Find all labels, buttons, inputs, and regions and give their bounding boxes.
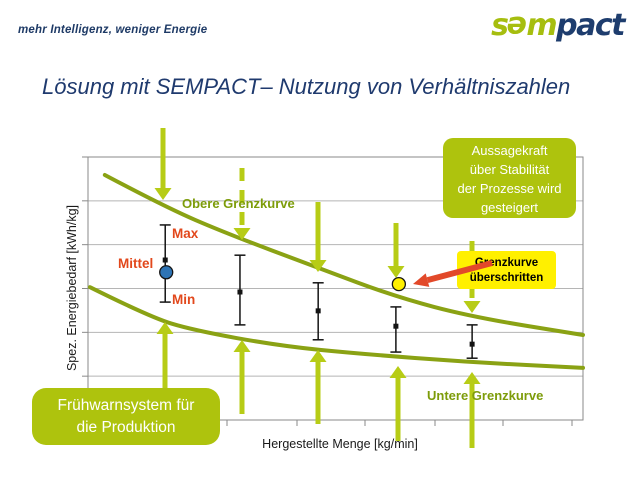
early-warning-callout: Frühwarnsystem für die Produktion [32,388,220,445]
mean-marker [469,341,475,347]
mean-marker [162,257,168,263]
mean-marker [393,323,399,329]
down-arrow-head [233,228,251,240]
up-arrow-head [389,366,407,378]
mittel-label: Mittel [118,256,154,271]
stability-callout-line: der Prozesse wird [457,181,562,196]
mittel-highlight [159,265,174,280]
min-label: Min [172,292,196,307]
down-arrow-head [309,260,327,272]
logo-sem: sem [491,8,557,45]
stability-callout: Aussagekraft über Stabilität der Prozess… [443,138,576,218]
warning-box-line: überschritten [469,272,544,284]
up-arrow-head [156,322,174,334]
stability-callout-line: Aussagekraft [471,143,548,158]
upper-limit-curve [102,172,585,337]
grenzkurve-ueberschritten-punkt [391,276,407,292]
down-arrow-head [154,188,172,200]
x-axis-label: Hergestellte Menge [kg/min] [262,437,418,451]
down-arrow-head [463,301,481,313]
mean-marker [315,308,321,314]
up-arrow-head [309,350,327,362]
lower-limit-curve [87,285,585,370]
logo-pact: pact [556,8,625,43]
lower-limit-curve-label: Untere Grenzkurve [427,388,544,403]
upper-limit-curve-label: Obere Grenzkurve [182,196,295,211]
red-pointer-arrow-shaft [426,260,493,284]
slide-title: Lösung mit SEMPACT– Nutzung von Verhältn… [42,74,571,99]
early-warning-line: die Produktion [76,419,176,436]
company-tagline: mehr Intelligenz, weniger Energie [18,24,208,36]
mean-marker [237,289,243,295]
down-arrow-head [387,266,405,278]
sempact-logo: sempact [491,8,625,45]
up-arrow-head [463,372,481,384]
stability-callout-line: über Stabilität [469,162,550,177]
early-warning-line: Frühwarnsystem für [57,397,195,414]
up-arrow-head [233,340,251,352]
max-label: Max [172,226,199,241]
stability-callout-line: gesteigert [480,200,539,215]
red-pointer-arrow-head [413,273,430,287]
